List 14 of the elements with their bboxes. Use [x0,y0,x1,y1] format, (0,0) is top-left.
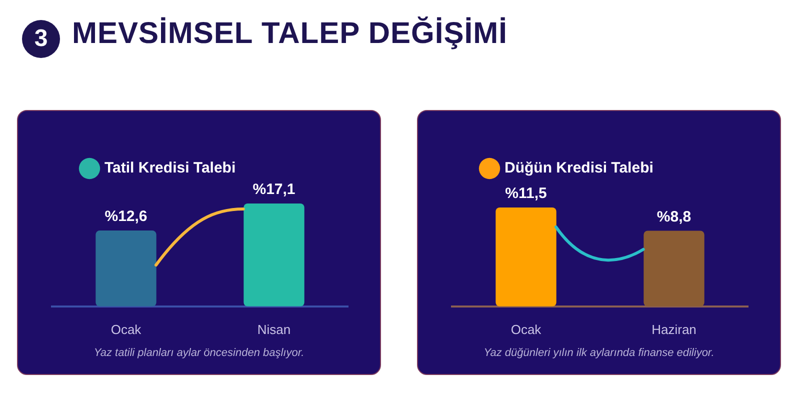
data-label: %12,6 [104,208,148,226]
text: Yaz düğünleri yılın ilk aylarında finanse ediliyor. [482,347,716,359]
x-tick-label: Nisan [257,322,291,337]
data-label: %8,8 [656,208,692,226]
chart-title: MEVSİMSEL TALEP DEĞİŞİMİ [72,17,508,51]
legend-label: Tatil Kredisi Talebi [104,160,236,177]
text: Yaz tatili planları aylar öncesinden başlıyor. [92,347,306,359]
x-tick-label: Ocak [110,322,142,337]
x-tick-label: Haziran [652,322,696,337]
text: 3 [22,20,60,58]
data-label: %11,5 [505,185,547,202]
x-tick-label: Ocak [510,322,542,337]
data-label: %17,1 [252,181,296,198]
legend-label: Düğün Kredisi Talebi [504,160,654,177]
